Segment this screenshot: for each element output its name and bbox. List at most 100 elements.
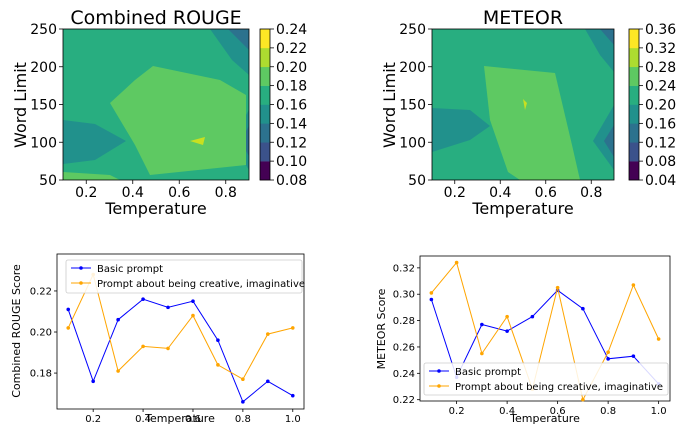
- meteor-colorbar-tick-label: 0.12: [645, 135, 676, 151]
- meteor-colorbar-segment: [629, 104, 639, 124]
- meteor-line-xtick-label: 0.8: [600, 406, 616, 417]
- rouge-line-series-creative-point: [116, 369, 120, 373]
- rouge-colorbar-tick-label: 0.12: [276, 135, 307, 151]
- meteor-colorbar-segment: [629, 85, 639, 105]
- meteor-line-series-creative-point: [656, 337, 661, 341]
- rouge-line-xtick-label: 0.2: [85, 414, 101, 425]
- meteor-colorbar-tick-label: 0.24: [645, 79, 676, 95]
- meteor-colorbar-segment: [629, 142, 639, 162]
- meteor-line-xtick-label: 0.4: [499, 406, 515, 417]
- rouge-line-legend: Basic prompt Prompt about being creative…: [65, 259, 305, 294]
- rouge-line-ytick-label: 0.20: [30, 328, 52, 339]
- rouge-ytick-label: 200: [30, 60, 57, 76]
- rouge-line-series-creative-point: [290, 326, 295, 330]
- meteor-ytick-label: 50: [408, 173, 426, 189]
- rouge-ytick-label: 250: [30, 22, 57, 38]
- meteor-colorbar-tick-label: 0.20: [645, 98, 676, 114]
- meteor-contour-chart: METEOR 0.2 0.4 0.6 0.8 50 100 150 200 250 Tempe…: [380, 7, 676, 218]
- meteor-colorbar-tick-label: 0.08: [645, 154, 676, 170]
- rouge-line-series-creative-point: [216, 363, 220, 367]
- meteor-colorbar-segment: [629, 47, 639, 68]
- meteor-line-frame: [419, 255, 671, 402]
- meteor-colorbar-tick-label: 0.04: [645, 173, 676, 189]
- meteor-legend-box: [423, 362, 669, 396]
- meteor-ytick-label: 100: [399, 135, 426, 151]
- meteor-line-series-basic-point: [480, 322, 484, 327]
- rouge-line-frame: [56, 253, 305, 410]
- meteor-line-legend: Basic prompt Prompt about being creative…: [423, 362, 669, 396]
- meteor-line-series-creative-point: [480, 351, 484, 356]
- meteor-contour-yticks: 50 100 150 200 250: [399, 22, 432, 189]
- meteor-line-ytick-label: 0.22: [393, 395, 415, 406]
- rouge-contour-topright-mid: [210, 29, 249, 75]
- rouge-line-xtick-label: 1.0: [285, 414, 301, 425]
- rouge-line-chart: 0.2 0.4 0.6 0.8 1.00.180.200.22 Temperature …: [10, 253, 305, 425]
- rouge-xtick-label: 0.8: [215, 185, 237, 201]
- rouge-colorbar-tick-label: 0.22: [276, 41, 307, 57]
- rouge-line-series-basic-point: [141, 297, 145, 301]
- rouge-legend-basic-label: Basic prompt: [97, 264, 163, 275]
- meteor-contour-plot: [432, 29, 614, 180]
- rouge-contour-title: Combined ROUGE: [70, 7, 241, 29]
- rouge-line-series-basic-line: [67, 298, 294, 403]
- rouge-colorbar-tick-label: 0.20: [276, 60, 307, 76]
- rouge-contour-left-band: [63, 120, 126, 164]
- rouge-line-series-basic-point: [166, 305, 170, 310]
- rouge-contour-bottom-high: [63, 172, 120, 180]
- meteor-line-xlabel: Temperature: [509, 412, 580, 425]
- meteor-line-ytick-label: 0.26: [393, 342, 415, 353]
- rouge-legend-creative-label: Prompt about being creative, imaginative: [97, 279, 305, 290]
- meteor-line-ytick-label: 0.28: [393, 316, 415, 327]
- meteor-colorbar-segment: [629, 66, 639, 86]
- meteor-contour-xlabel: Temperature: [471, 199, 573, 218]
- rouge-line-series-basic-point: [116, 317, 120, 322]
- rouge-colorbar-tick-label: 0.14: [276, 116, 307, 132]
- meteor-line-series-creative-point: [581, 397, 585, 402]
- meteor-line-series-basic-line: [430, 289, 659, 385]
- meteor-line-series-creative-point: [429, 291, 434, 295]
- rouge-line-xtick-label: 0.6: [185, 414, 201, 425]
- meteor-contour-topright-low: [600, 29, 614, 45]
- meteor-line-ylabel: METEOR Score: [375, 288, 388, 369]
- meteor-line-series-basic-point: [581, 306, 585, 311]
- meteor-contour-title: METEOR: [483, 7, 563, 29]
- rouge-colorbar-segment: [260, 123, 270, 143]
- rouge-line-series-creative-point: [241, 377, 245, 382]
- rouge-colorbar-tick-label: 0.24: [276, 22, 307, 38]
- rouge-line-series-basic-point: [191, 299, 195, 304]
- meteor-contour-right-low: [604, 125, 614, 157]
- meteor-ytick-label: 150: [399, 98, 426, 114]
- meteor-colorbar-segment: [629, 29, 639, 49]
- meteor-colorbar-tick-label: 0.16: [645, 116, 676, 132]
- meteor-contour-left-band: [432, 108, 490, 152]
- rouge-line-series-creative-point: [266, 332, 270, 336]
- rouge-colorbar-segment: [260, 142, 270, 162]
- meteor-colorbar: 0.04 0.08 0.12 0.16 0.20 0.24 0.28 0.32 0.36: [628, 22, 676, 189]
- rouge-xtick-label: 0.2: [75, 185, 97, 201]
- meteor-line-series-creative-point: [631, 283, 636, 287]
- rouge-contour-xlabel: Temperature: [104, 199, 206, 218]
- rouge-line-series-basic-point: [290, 393, 295, 398]
- rouge-line-series-basic-point: [241, 400, 245, 404]
- rouge-colorbar-tick-label: 0.10: [276, 154, 307, 170]
- rouge-contour-ylabel: Word Limit: [11, 62, 30, 148]
- rouge-line-series-creative-line: [67, 273, 293, 380]
- rouge-line-series-creative-point: [191, 313, 195, 318]
- meteor-colorbar-segment: [629, 123, 639, 143]
- rouge-colorbar-segment: [260, 104, 270, 124]
- meteor-line-chart: 0.2 0.4 0.6 0.8 1.00.220.240.260.280.300.32 …: [375, 255, 671, 425]
- rouge-line-series-basic-point: [216, 338, 220, 343]
- rouge-line-ylabel: Combined ROUGE Score: [10, 264, 23, 398]
- rouge-contour-center-high: [110, 66, 246, 175]
- rouge-colorbar-segment: [260, 29, 270, 49]
- meteor-line-xtick-label: 0.6: [550, 406, 566, 417]
- meteor-legend-creative-label: Prompt about being creative, imaginative: [455, 382, 663, 393]
- meteor-line-xtick-label: 0.2: [449, 406, 465, 417]
- rouge-contour-plot: [63, 29, 249, 180]
- rouge-contour-chart: Combined ROUGE 0.2 0.4 0.6 0.8 50 100 150 200 2…: [11, 7, 307, 218]
- meteor-ytick-label: 250: [399, 22, 426, 38]
- meteor-contour-center-high: [484, 66, 580, 180]
- meteor-contour-ylabel: Word Limit: [380, 62, 399, 148]
- rouge-line-series-basic-point: [66, 307, 71, 312]
- meteor-legend-creative-marker: [437, 384, 441, 388]
